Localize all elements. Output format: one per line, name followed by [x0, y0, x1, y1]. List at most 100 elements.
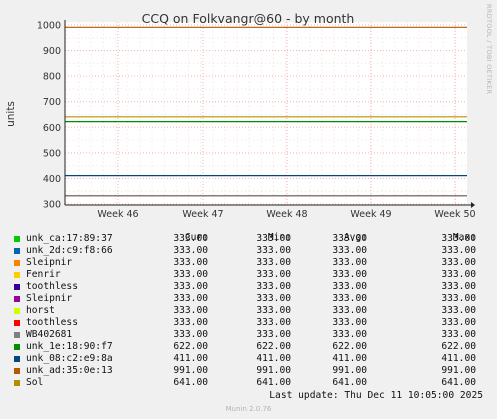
- legend-avg-value: 991.00: [332, 365, 367, 376]
- legend-swatch: [14, 308, 20, 314]
- legend-max-value: 411.00: [441, 353, 476, 364]
- legend-cur-value: 991.00: [173, 365, 208, 376]
- y-tick-label: 500: [43, 148, 61, 159]
- legend-avg-value: 333.00: [332, 233, 367, 244]
- y-axis-label: units: [5, 101, 17, 127]
- legend-swatch: [14, 344, 20, 350]
- legend-label: Sleipnir: [26, 257, 73, 268]
- legend-max-value: 333.00: [441, 257, 476, 268]
- y-tick-label: 700: [43, 97, 61, 108]
- legend-cur-value: 411.00: [173, 353, 208, 364]
- munin-version: Munin 2.0.76: [225, 405, 272, 413]
- legend-min-value: 333.00: [256, 317, 291, 328]
- y-tick-labels: 300 400 500 600 700 800 900 1000: [37, 21, 61, 211]
- legend-max-value: 333.00: [441, 305, 476, 316]
- legend-label: toothless: [26, 281, 78, 292]
- y-tick-label: 300: [43, 200, 61, 211]
- legend-item: Fenrir 333.00 333.00 333.00 333.00: [0, 269, 497, 281]
- legend-swatch: [14, 380, 20, 386]
- legend-max-value: 333.00: [441, 329, 476, 340]
- legend-label: WB402681: [26, 329, 73, 340]
- legend-cur-value: 622.00: [173, 341, 208, 352]
- legend-header-cur: Cur:: [184, 232, 208, 243]
- legend-swatch: [14, 272, 20, 278]
- y-tick-label: 400: [43, 174, 61, 185]
- legend-item: unk_08:c2:e9:8a 411.00 411.00 411.00 411.00: [0, 353, 497, 365]
- legend-swatch: [14, 284, 20, 290]
- legend-swatch: [14, 356, 20, 362]
- x-tick-label: Week 47: [182, 209, 223, 220]
- legend-swatch: [14, 320, 20, 326]
- legend-label: unk_2d:c9:f8:66: [26, 245, 113, 256]
- legend-min-value: 333.00: [256, 305, 291, 316]
- legend-swatch: [14, 368, 20, 374]
- legend-item: unk_1e:18:90:f7 622.00 622.00 622.00 622.00: [0, 341, 497, 353]
- legend-swatch: [14, 248, 20, 254]
- series-lines: [65, 26, 467, 197]
- legend-label: Fenrir: [26, 269, 61, 280]
- legend-label: unk_ca:17:89:37: [26, 233, 113, 244]
- x-tick-label: Week 48: [266, 209, 307, 220]
- legend-item: toothless 333.00 333.00 333.00 333.00: [0, 317, 497, 329]
- legend-min-value: 333.00: [256, 269, 291, 280]
- legend-cur-value: 333.00: [173, 281, 208, 292]
- legend-avg-value: 333.00: [332, 305, 367, 316]
- legend-avg-value: 333.00: [332, 281, 367, 292]
- x-tick-label: Week 49: [350, 209, 391, 220]
- legend-max-value: 333.00: [441, 245, 476, 256]
- chart: 300 400 500 600 700 800 900 1000 Week 46 Week 47…: [5, 11, 476, 220]
- legend-min-value: 333.00: [256, 245, 291, 256]
- legend-cur-value: 641.00: [173, 377, 208, 388]
- legend-item: WB402681 333.00 333.00 333.00 333.00: [0, 329, 497, 341]
- legend-label: toothless: [26, 317, 78, 328]
- legend-avg-value: 333.00: [332, 269, 367, 280]
- rrdtool-credit: RRDTOOL / TOBI OETIKER: [485, 4, 493, 95]
- x-tick-labels: Week 46 Week 47 Week 48 Week 49 Week 50: [97, 209, 475, 220]
- legend-swatch: [14, 296, 20, 302]
- x-axis-arrow: [471, 202, 475, 208]
- legend-cur-value: 333.00: [173, 293, 208, 304]
- legend-header-min: Min:: [267, 232, 291, 243]
- legend-label: Sol: [26, 377, 44, 388]
- legend-cur-value: 333.00: [173, 245, 208, 256]
- legend-max-value: 622.00: [441, 341, 476, 352]
- legend-label: unk_08:c2:e9:8a: [26, 353, 113, 364]
- legend-min-value: 333.00: [256, 257, 291, 268]
- legend-cur-value: 333.00: [173, 269, 208, 280]
- legend-avg-value: 333.00: [332, 257, 367, 268]
- legend-item: unk_ad:35:0e:13 991.00 991.00 991.00 991.00: [0, 365, 497, 377]
- legend-min-value: 622.00: [256, 341, 291, 352]
- legend-max-value: 333.00: [441, 269, 476, 280]
- x-tick-label: Week 46: [97, 209, 138, 220]
- legend-max-value: 333.00: [441, 281, 476, 292]
- legend-label: Sleipnir: [26, 293, 73, 304]
- legend-swatch: [14, 260, 20, 266]
- legend-avg-value: 333.00: [332, 329, 367, 340]
- y-tick-label: 1000: [37, 21, 61, 32]
- legend-header-avg: Avg:: [343, 232, 367, 243]
- legend-max-value: 991.00: [441, 365, 476, 376]
- legend-cur-value: 333.00: [173, 329, 208, 340]
- y-tick-label: 900: [43, 46, 61, 57]
- legend-min-value: 641.00: [256, 377, 291, 388]
- legend-min-value: 333.00: [256, 281, 291, 292]
- legend-avg-value: 333.00: [332, 293, 367, 304]
- legend-min-value: 333.00: [256, 233, 291, 244]
- legend-item: unk_ca:17:89:37 333.00 333.00 333.00 333.00: [0, 233, 497, 245]
- legend-cur-value: 333.00: [173, 257, 208, 268]
- legend-item: Sleipnir 333.00 333.00 333.00 333.00: [0, 257, 497, 269]
- chart-title: CCQ on Folkvangr@60 - by month: [142, 11, 355, 26]
- legend-avg-value: 333.00: [332, 245, 367, 256]
- legend-item: Sol 641.00 641.00 641.00 641.00: [0, 377, 497, 389]
- grid: [65, 22, 467, 205]
- legend-swatch: [14, 332, 20, 338]
- x-tick-label: Week 50: [434, 209, 475, 220]
- legend-item: Sleipnir 333.00 333.00 333.00 333.00: [0, 293, 497, 305]
- legend-min-value: 333.00: [256, 329, 291, 340]
- legend-label: unk_1e:18:90:f7: [26, 341, 113, 352]
- legend-min-value: 411.00: [256, 353, 291, 364]
- y-tick-label: 600: [43, 123, 61, 134]
- legend-cur-value: 333.00: [173, 305, 208, 316]
- legend-avg-value: 641.00: [332, 377, 367, 388]
- legend-min-value: 333.00: [256, 293, 291, 304]
